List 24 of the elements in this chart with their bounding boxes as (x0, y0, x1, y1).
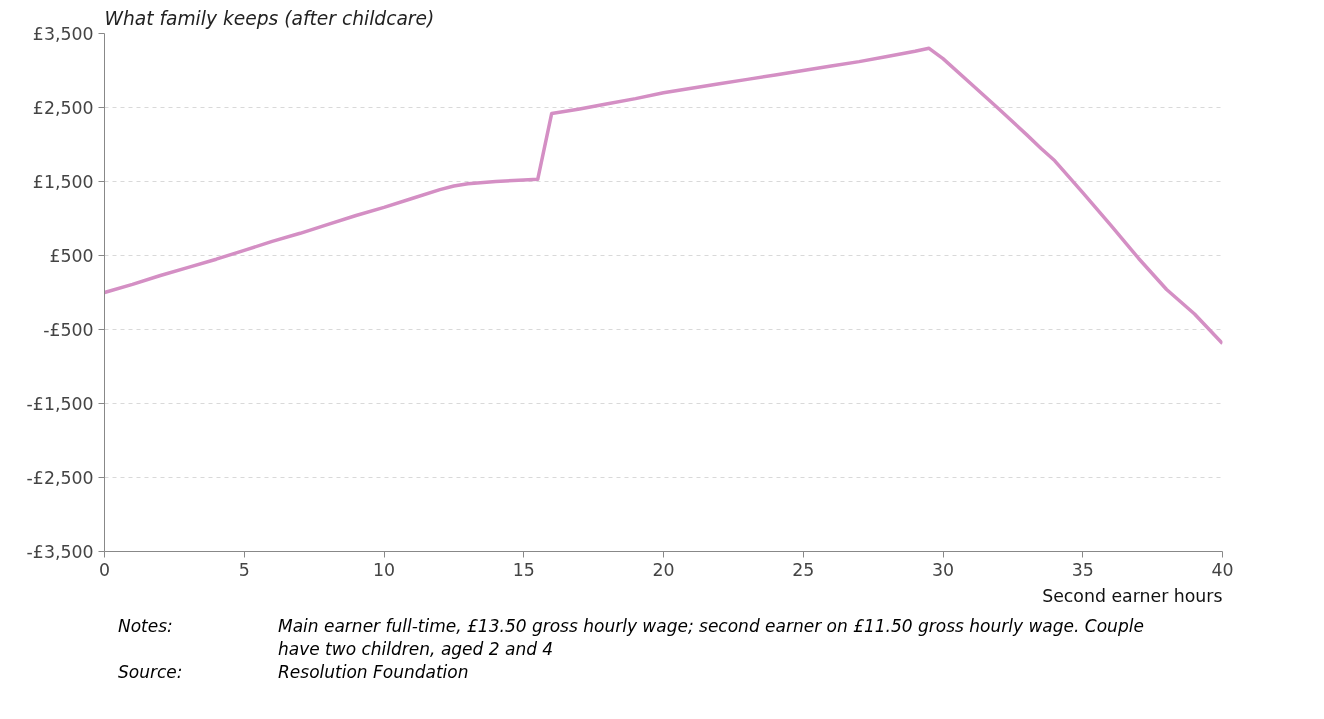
y-tick-label: -£1,500 (26, 393, 94, 414)
y-tick-label: £1,500 (32, 171, 94, 192)
x-tick-label: 25 (792, 559, 815, 580)
y-tick-label: -£3,500 (26, 541, 94, 562)
x-tick-label: 10 (372, 559, 396, 580)
line-series (104, 46, 1223, 346)
text: Main earner full-time, £13.50 gross hourly wage; second earner on £11.50 gross hourly wage. Couple have two children, aged 2 and 4 (278, 615, 1145, 661)
y-tick-label: £500 (49, 245, 94, 266)
x-tick-label: 40 (1211, 559, 1234, 580)
y-tick-label: -£500 (43, 319, 94, 340)
y-axis-title: What family keeps (after childcare) (104, 7, 435, 29)
x-tick-label: 30 (931, 559, 955, 580)
x-axis-title: Second earner hours (1042, 585, 1223, 606)
text: Notes: (118, 615, 174, 638)
x-tick-label: 15 (512, 559, 535, 580)
y-tick-label: £3,500 (32, 23, 94, 44)
x-tick-label: 5 (238, 559, 250, 580)
x-tick-label: 0 (98, 559, 111, 580)
x-tick-label: 20 (652, 559, 675, 580)
y-tick-label: -£2,500 (26, 467, 94, 488)
x-tick-label: 35 (1071, 559, 1094, 580)
source-note: Source: (118, 660, 184, 684)
text: Resolution Foundation (278, 660, 470, 684)
y-tick-label: £2,500 (32, 97, 94, 118)
